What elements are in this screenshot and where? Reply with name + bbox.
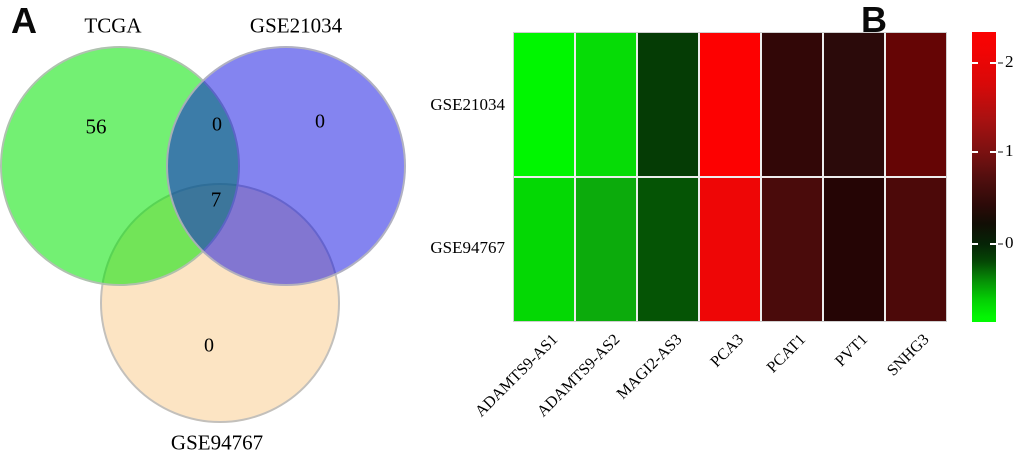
venn-count-all-three: 7 — [210, 187, 222, 212]
heatmap-cell-r0c6 — [886, 33, 946, 176]
colorbar-tick-label-1: 1 — [1005, 141, 1014, 160]
heatmap-cell-r1c4 — [762, 178, 822, 321]
heatmap-cell-r1c5 — [824, 178, 884, 321]
heatmap-row-label-gse94767: GSE94767 — [430, 238, 505, 257]
heatmap-cell-r1c6 — [886, 178, 946, 321]
colorbar-tick-mark — [998, 62, 1003, 64]
heatmap-cell-r0c1 — [576, 33, 636, 176]
colorbar-tick-mark — [990, 62, 996, 64]
colorbar-gradient — [972, 32, 996, 322]
colorbar-tick-mark — [990, 243, 996, 245]
heatmap-x-axis-labels: ADAMTS9-AS1 ADAMTS9-AS2 MAGI2-AS3 PCA3 P… — [471, 331, 934, 421]
colorbar-tick-mark — [972, 62, 978, 64]
colorbar-tick-mark — [972, 151, 978, 153]
heatmap-cell-r1c0 — [514, 178, 574, 321]
venn-circle-gse21034 — [166, 46, 406, 286]
colorbar-tick-label-0: 0 — [1005, 233, 1014, 252]
panel-a-venn: A TCGA GSE21034 GSE94767 56 0 0 7 0 — [0, 0, 420, 461]
heatmap-cell-r1c2 — [638, 178, 698, 321]
colorbar-tick-mark — [998, 243, 1003, 245]
venn-count-tcga-only: 56 — [85, 114, 107, 139]
venn-set-label-tcga: TCGA — [84, 13, 142, 38]
panel-b-heatmap: B GSE21034 GSE94767 ADAMTS9-AS1 ADAMTS9-… — [420, 0, 1020, 461]
heatmap-cell-r0c2 — [638, 33, 698, 176]
heatmap-cell-r1c3 — [700, 178, 760, 321]
panel-b-letter: B — [861, 0, 887, 40]
heatmap-cell-r1c1 — [576, 178, 636, 321]
colorbar-tick-label-2: 2 — [1005, 52, 1014, 71]
heatmap-cell-r0c5 — [824, 33, 884, 176]
heatmap-cell-r0c4 — [762, 33, 822, 176]
venn-set-label-gse94767: GSE94767 — [170, 430, 264, 455]
heatmap-grid — [513, 32, 947, 322]
venn-count-gse21034-only: 0 — [315, 110, 325, 133]
colorbar-tick-mark — [990, 151, 996, 153]
venn-count-gse94767-only: 0 — [204, 334, 214, 357]
colorbar-tick-mark — [998, 151, 1003, 153]
venn-set-label-gse21034: GSE21034 — [249, 13, 343, 38]
panel-a-letter: A — [11, 0, 37, 41]
heatmap-cell-r0c0 — [514, 33, 574, 176]
heatmap-row-label-gse21034: GSE21034 — [430, 95, 505, 114]
venn-count-tcga-and-gse21034: 0 — [212, 113, 222, 136]
heatmap-cell-r0c3 — [700, 33, 760, 176]
colorbar-tick-mark — [972, 243, 978, 245]
